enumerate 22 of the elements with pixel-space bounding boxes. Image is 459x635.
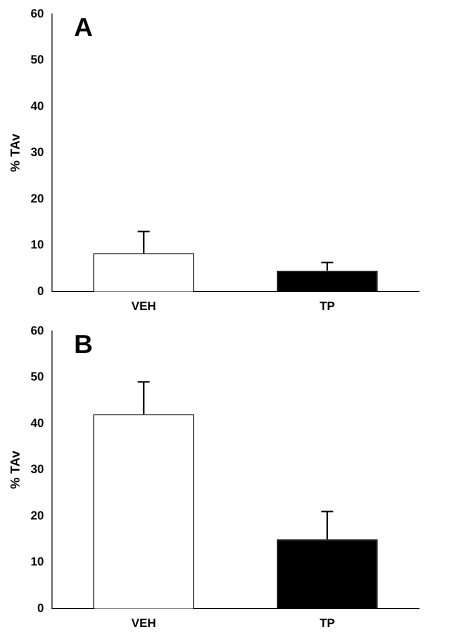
y-tick-label: 30	[30, 462, 44, 476]
y-axis-title: % TAv	[7, 132, 22, 172]
chart-title: B	[74, 329, 93, 360]
y-tick-label: 10	[30, 554, 44, 569]
y-tick-label: 50	[30, 52, 44, 67]
x-tick-label: TP	[320, 299, 335, 314]
x-tick-label: TP	[320, 616, 335, 630]
chart-title: A	[74, 12, 93, 42]
y-tick-label: 60	[30, 323, 44, 338]
x-tick-label: VEH	[131, 616, 156, 630]
y-tick-label: 0	[37, 600, 44, 615]
y-tick-label: 40	[30, 98, 44, 113]
y-tick-label: 30	[30, 145, 44, 160]
y-tick-label: 0	[37, 284, 44, 298]
y-tick-label: 40	[30, 416, 44, 430]
y-tick-label: 50	[30, 370, 44, 384]
y-tick-label: 20	[30, 191, 44, 206]
x-tick-label: VEH	[131, 299, 156, 314]
y-tick-label: 20	[30, 508, 44, 522]
y-tick-label: 60	[30, 6, 44, 20]
y-axis-title: % TAv	[7, 450, 22, 489]
y-tick-label: 10	[30, 238, 44, 252]
